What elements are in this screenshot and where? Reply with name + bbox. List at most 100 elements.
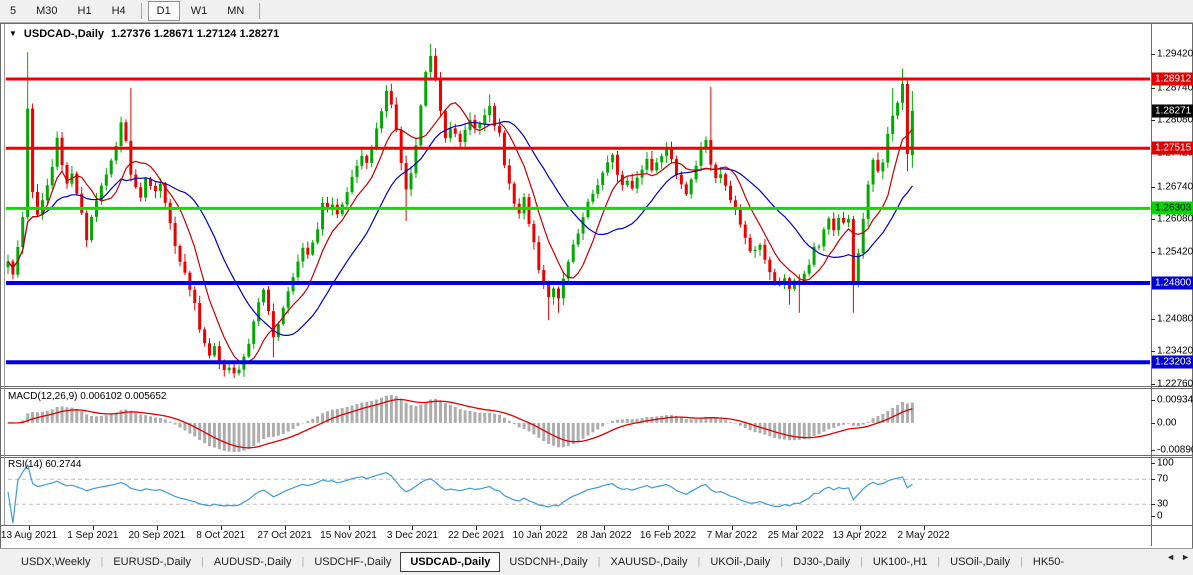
- tab-eurusd[interactable]: EURUSD-,Daily: [113, 556, 191, 568]
- tab-separator: |: [597, 556, 601, 568]
- timeframe-button-m5[interactable]: 5: [10, 5, 17, 17]
- date-axis-label: 7 Mar 2022: [706, 530, 758, 541]
- price-axis-label: 1.29420: [1157, 48, 1193, 60]
- tab-dj30[interactable]: DJ30-,Daily: [793, 556, 850, 568]
- tab-separator: |: [780, 556, 784, 568]
- tab-uk100[interactable]: UK100-,H1: [872, 556, 928, 568]
- axis-tick-mark: [1151, 479, 1155, 481]
- date-axis-label: 3 Dec 2021: [386, 530, 438, 541]
- price-axis-border: [1151, 24, 1152, 546]
- tab-usdcnh[interactable]: USDCNH-,Daily: [509, 556, 588, 568]
- tab-separator: |: [1020, 556, 1023, 568]
- date-axis-tick: [29, 526, 30, 530]
- date-axis-label: 1 Sep 2021: [67, 530, 119, 541]
- tab-separator: |: [100, 556, 104, 568]
- timeframe-button-m30[interactable]: M30: [36, 5, 58, 17]
- tab-hk50[interactable]: HK50-: [1032, 556, 1065, 568]
- date-axis-label: 27 Oct 2021: [257, 530, 312, 541]
- macd-axis-max-label: 0.009345: [1157, 394, 1193, 406]
- date-axis-tick: [476, 526, 478, 530]
- price-axis-label: 1.24080: [1157, 313, 1193, 325]
- chart-ohlc-quote: 1.27376 1.28671 1.27124 1.28271: [111, 28, 280, 40]
- axis-tick-mark: [1151, 87, 1155, 89]
- pane-left-border: [4, 24, 5, 525]
- axis-tick-mark: [1151, 120, 1155, 122]
- date-axis-tick: [731, 526, 733, 530]
- rsi-axis-label: 0: [1157, 510, 1163, 522]
- current-price-chip: 1.28271: [1152, 104, 1193, 118]
- date-axis-label: 2 May 2022: [897, 530, 950, 541]
- symbol-tabbar: USDX,Weekly | EURUSD-,Daily | AUDUSD-,Dail…: [0, 548, 1193, 575]
- axis-tick-mark: [1151, 400, 1155, 401]
- chart-title-row[interactable]: ▼ USDCAD-,Daily 1.27376 1.28671 1.27124 …: [9, 28, 279, 40]
- axis-tick-mark: [1151, 318, 1155, 320]
- timeframe-button-w1[interactable]: W1: [190, 5, 208, 17]
- axis-tick-mark: [1151, 450, 1155, 451]
- rsi-axis-label: 30: [1157, 498, 1169, 510]
- level-price-chip: 1.27515: [1152, 141, 1193, 155]
- date-axis-tick: [668, 526, 669, 530]
- chart-symbol-label: USDCAD-,Daily: [23, 28, 104, 40]
- price-axis-label: 1.28080: [1157, 114, 1193, 126]
- toolbar-separator: [259, 3, 261, 19]
- date-axis-tick: [795, 526, 797, 530]
- price-axis-label: 1.25420: [1157, 246, 1193, 258]
- tab-usdx[interactable]: USDX,Weekly: [21, 556, 91, 568]
- tab-usdcad-active[interactable]: USDCAD-,Daily: [400, 552, 501, 572]
- date-axis-label: 10 Jan 2022: [512, 530, 568, 541]
- rsi-pane-separator-inner: [0, 457, 1193, 458]
- timeframe-button-h1[interactable]: H1: [77, 5, 92, 17]
- axis-tick-mark: [1151, 504, 1155, 506]
- level-price-chip: 1.26303: [1152, 201, 1193, 215]
- date-axis-tick: [156, 526, 158, 530]
- tab-separator: |: [301, 556, 305, 568]
- date-axis-label: 28 Jan 2022: [576, 530, 632, 541]
- chart-window-top-border: [0, 23, 1193, 24]
- tab-audusd[interactable]: AUDUSD-,Daily: [213, 556, 292, 568]
- axis-tick-mark: [1151, 252, 1155, 254]
- main-chart-pane[interactable]: [5, 24, 1151, 386]
- macd-pane-separator[interactable]: [0, 386, 1193, 387]
- toolbar-separator: [140, 3, 142, 19]
- date-axis-label: 25 Mar 2022: [767, 530, 824, 541]
- date-axis-label: 16 Feb 2022: [639, 530, 697, 541]
- level-price-chip: 1.23203: [1152, 355, 1193, 369]
- price-axis-label: 1.22760: [1157, 378, 1193, 390]
- chart-dropdown-icon[interactable]: ▼: [9, 29, 17, 38]
- tab-ukoil[interactable]: UKOil-,Daily: [710, 556, 771, 568]
- axis-tick-mark: [1151, 516, 1155, 517]
- timeframe-button-mn[interactable]: MN: [227, 5, 245, 17]
- chart-window-left-border: [0, 23, 1, 548]
- macd-pane[interactable]: [5, 389, 1151, 455]
- rsi-axis-label: 70: [1157, 473, 1169, 485]
- tab-scroll-right-button[interactable]: ►: [1181, 552, 1190, 562]
- macd-indicator-label: MACD(12,26,9) 0.006102 0.005652: [8, 391, 167, 402]
- macd-axis-zero-label: 0.00: [1157, 417, 1177, 429]
- axis-tick-mark: [1151, 351, 1155, 353]
- rsi-pane[interactable]: [5, 458, 1151, 524]
- axis-tick-mark: [1151, 219, 1155, 221]
- date-axis-tick: [284, 526, 286, 530]
- date-axis-label: 20 Sep 2021: [128, 530, 186, 541]
- axis-tick-mark: [1151, 53, 1155, 55]
- date-axis-tick: [859, 526, 861, 530]
- axis-tick-mark: [1151, 463, 1155, 464]
- tab-usdchf[interactable]: USDCHF-,Daily: [314, 556, 392, 568]
- timeframe-button-h4[interactable]: H4: [111, 5, 126, 17]
- tab-xauusd[interactable]: XAUUSD-,Daily: [610, 556, 688, 568]
- date-axis-tick: [604, 526, 606, 530]
- timeframe-button-d1[interactable]: D1: [147, 1, 180, 21]
- rsi-pane-separator[interactable]: [0, 455, 1193, 456]
- date-axis-tick: [923, 526, 925, 530]
- macd-axis-min-label: -0.008902: [1157, 444, 1193, 456]
- axis-tick-mark: [1151, 384, 1155, 386]
- level-price-chip: 1.28912: [1152, 72, 1193, 86]
- tab-usoil[interactable]: USOil-,Daily: [950, 556, 1011, 568]
- tab-scroll-left-button[interactable]: ◄: [1166, 552, 1176, 562]
- date-axis-top-border: [0, 525, 1193, 526]
- date-axis-tick: [348, 526, 350, 530]
- macd-pane-separator-inner: [0, 388, 1193, 389]
- date-axis-tick: [92, 526, 94, 530]
- tab-separator: |: [859, 556, 863, 568]
- date-axis-tick: [220, 526, 222, 530]
